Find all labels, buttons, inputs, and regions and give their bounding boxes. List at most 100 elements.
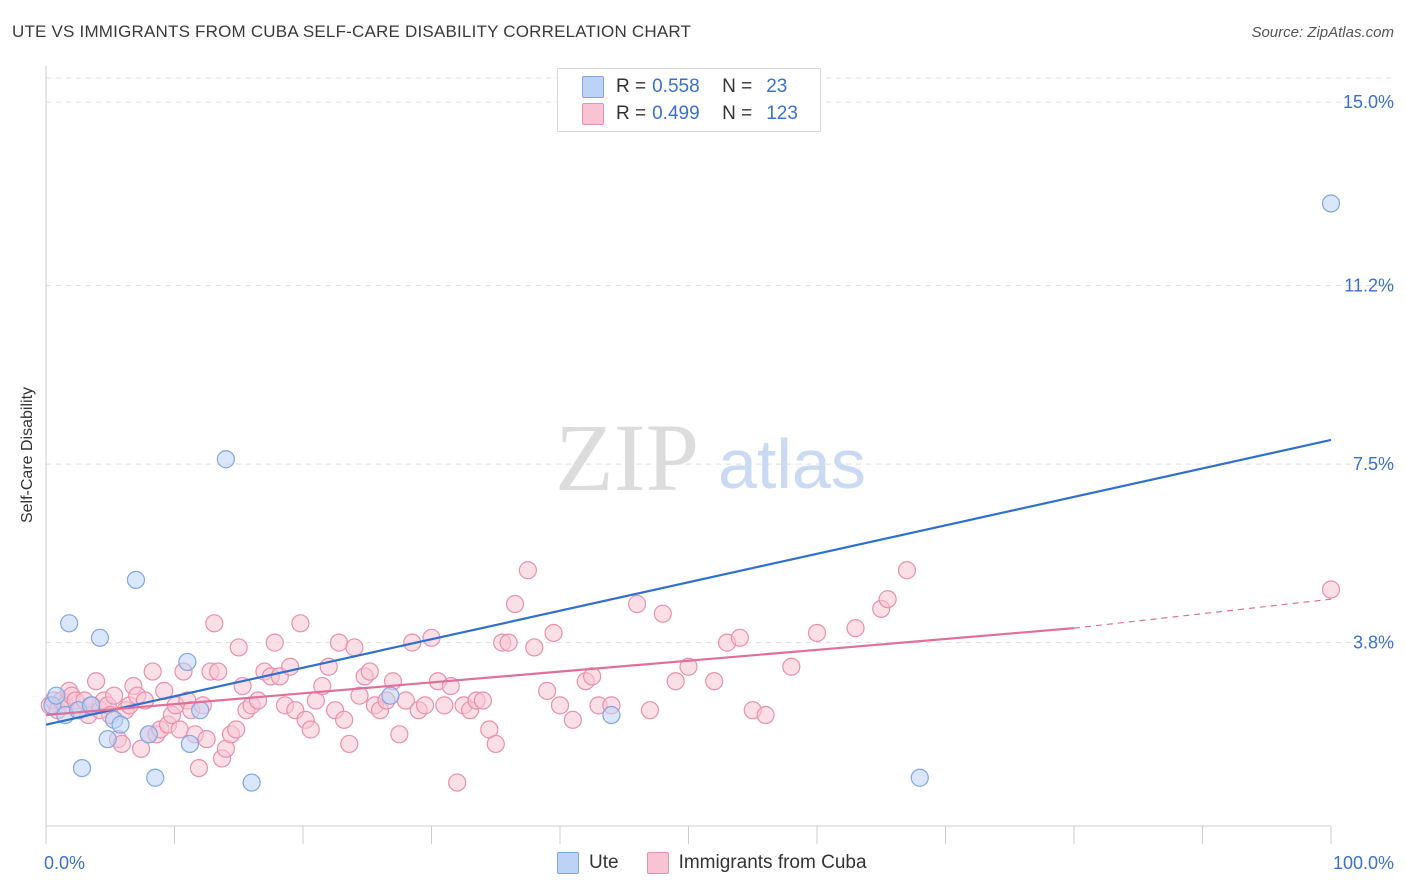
cuba-swatch	[582, 103, 604, 125]
cuba-point-27	[143, 662, 162, 681]
ute-point-1	[47, 686, 66, 705]
source-label: Source: ZipAtlas.com	[1251, 24, 1394, 41]
cuba-point-72	[350, 686, 369, 705]
correlation-legend: R = 0.558 N = 23 R = 0.499 N = 123	[557, 68, 821, 132]
cuba-swatch	[646, 852, 669, 874]
r-label: R =	[616, 76, 647, 97]
cuba-point-97	[505, 594, 525, 614]
ute-point-17	[216, 450, 235, 469]
cuba-point-118	[782, 657, 801, 676]
cuba-point-44	[209, 662, 228, 681]
n-value: 23	[766, 76, 788, 97]
cuba-point-96	[499, 633, 518, 652]
cuba-point-24	[131, 739, 151, 758]
series-legend: Ute Immigrants from Cuba	[557, 852, 895, 874]
ute-point-21	[910, 768, 929, 787]
watermark-atlas: atlas	[718, 425, 866, 503]
x-tick-label-max: 100.0%	[1333, 853, 1394, 873]
legend-item-cuba: Immigrants from Cuba	[646, 852, 867, 874]
cuba-point-100	[538, 681, 557, 700]
watermark-zip: ZIP	[555, 404, 699, 511]
cuba-point-112	[679, 657, 698, 676]
cuba-trend-line	[45, 627, 1075, 717]
cuba-point-109	[640, 701, 660, 720]
r-value: 0.558	[652, 76, 700, 97]
n-value: 123	[766, 103, 798, 124]
cuba-point-39	[189, 758, 209, 778]
r-value: 0.499	[652, 103, 700, 124]
legend-row-cuba: R = 0.499 N = 123	[582, 102, 798, 126]
cuba-point-41	[197, 730, 216, 749]
cuba-point-92	[473, 691, 492, 710]
cuba-point-108	[627, 594, 647, 614]
y-tick-label-1: 7.5%	[1353, 454, 1394, 474]
ute-point-19	[381, 686, 400, 705]
ute-point-20	[602, 705, 621, 725]
ute-point-10	[111, 715, 130, 734]
ute-point-18	[242, 773, 261, 792]
cuba-point-12	[87, 672, 106, 691]
cuba-point-56	[265, 633, 284, 652]
trend-lines	[45, 438, 1332, 726]
cuba-point-34	[170, 720, 189, 739]
legend-label-cuba: Immigrants from Cuba	[678, 852, 867, 873]
y-tick-label-3: 15.0%	[1343, 92, 1394, 112]
ute-point-8	[98, 730, 117, 749]
ute-point-15	[180, 734, 200, 754]
cuba-point-98	[518, 561, 537, 580]
n-label: N =	[722, 76, 753, 97]
legend-row-ute: R = 0.558 N = 23	[582, 75, 787, 99]
ute-swatch	[557, 852, 579, 874]
ute-trend-line	[45, 438, 1332, 726]
gridlines	[46, 77, 1394, 644]
legend-item-ute: Ute	[557, 852, 619, 874]
cuba-point-115	[730, 628, 750, 647]
cuba-point-102	[550, 696, 570, 715]
cuba-point-48	[227, 720, 246, 739]
ute-swatch	[582, 76, 604, 98]
ute-point-13	[146, 768, 165, 787]
cuba-point-86	[435, 696, 454, 715]
cuba-point-61	[291, 614, 310, 633]
tick-labels: 3.8% 7.5% 11.2% 15.0% 0.0% 100.0%	[44, 92, 1394, 873]
cuba-point-117	[756, 705, 775, 725]
cuba-point-111	[666, 672, 685, 691]
cuba-point-113	[705, 672, 724, 691]
y-tick-label-0: 3.8%	[1353, 633, 1394, 653]
cuba-point-94	[486, 734, 505, 754]
ute-point-7	[90, 628, 110, 647]
cuba-point-68	[329, 633, 349, 652]
cuba-point-63	[301, 720, 320, 739]
cuba-point-49	[229, 638, 248, 657]
cuba-point-122	[878, 590, 897, 609]
cuba-point-74	[360, 662, 379, 681]
chart-title: UTE VS IMMIGRANTS FROM CUBA SELF-CARE DI…	[12, 22, 692, 41]
ute-point-11	[126, 570, 146, 589]
ute-point-3	[60, 614, 79, 633]
cuba-point-53	[248, 691, 268, 710]
cuba-point-119	[807, 623, 827, 643]
watermark: ZIP atlas	[555, 404, 866, 511]
ute-point-14	[178, 652, 197, 672]
cuba-point-43	[205, 614, 224, 633]
series-ute-points	[43, 194, 1341, 792]
cuba-trend-extension	[1073, 598, 1332, 629]
cuba-point-110	[653, 604, 672, 623]
cuba-point-99	[525, 638, 544, 657]
ute-point-16	[191, 701, 210, 720]
y-tick-label-2: 11.2%	[1344, 276, 1394, 296]
r-label: R =	[616, 103, 647, 124]
cuba-point-103	[563, 710, 582, 729]
cuba-point-71	[345, 638, 364, 657]
series-cuba-points	[40, 561, 1341, 792]
ute-point-22	[1321, 194, 1341, 213]
n-label: N =	[722, 103, 753, 124]
cuba-point-124	[1321, 580, 1341, 599]
legend-label-ute: Ute	[589, 852, 619, 873]
cuba-point-69	[335, 710, 354, 729]
cuba-point-88	[448, 773, 467, 792]
ute-point-5	[72, 758, 92, 778]
cuba-point-123	[897, 561, 917, 580]
cuba-point-83	[415, 696, 435, 715]
